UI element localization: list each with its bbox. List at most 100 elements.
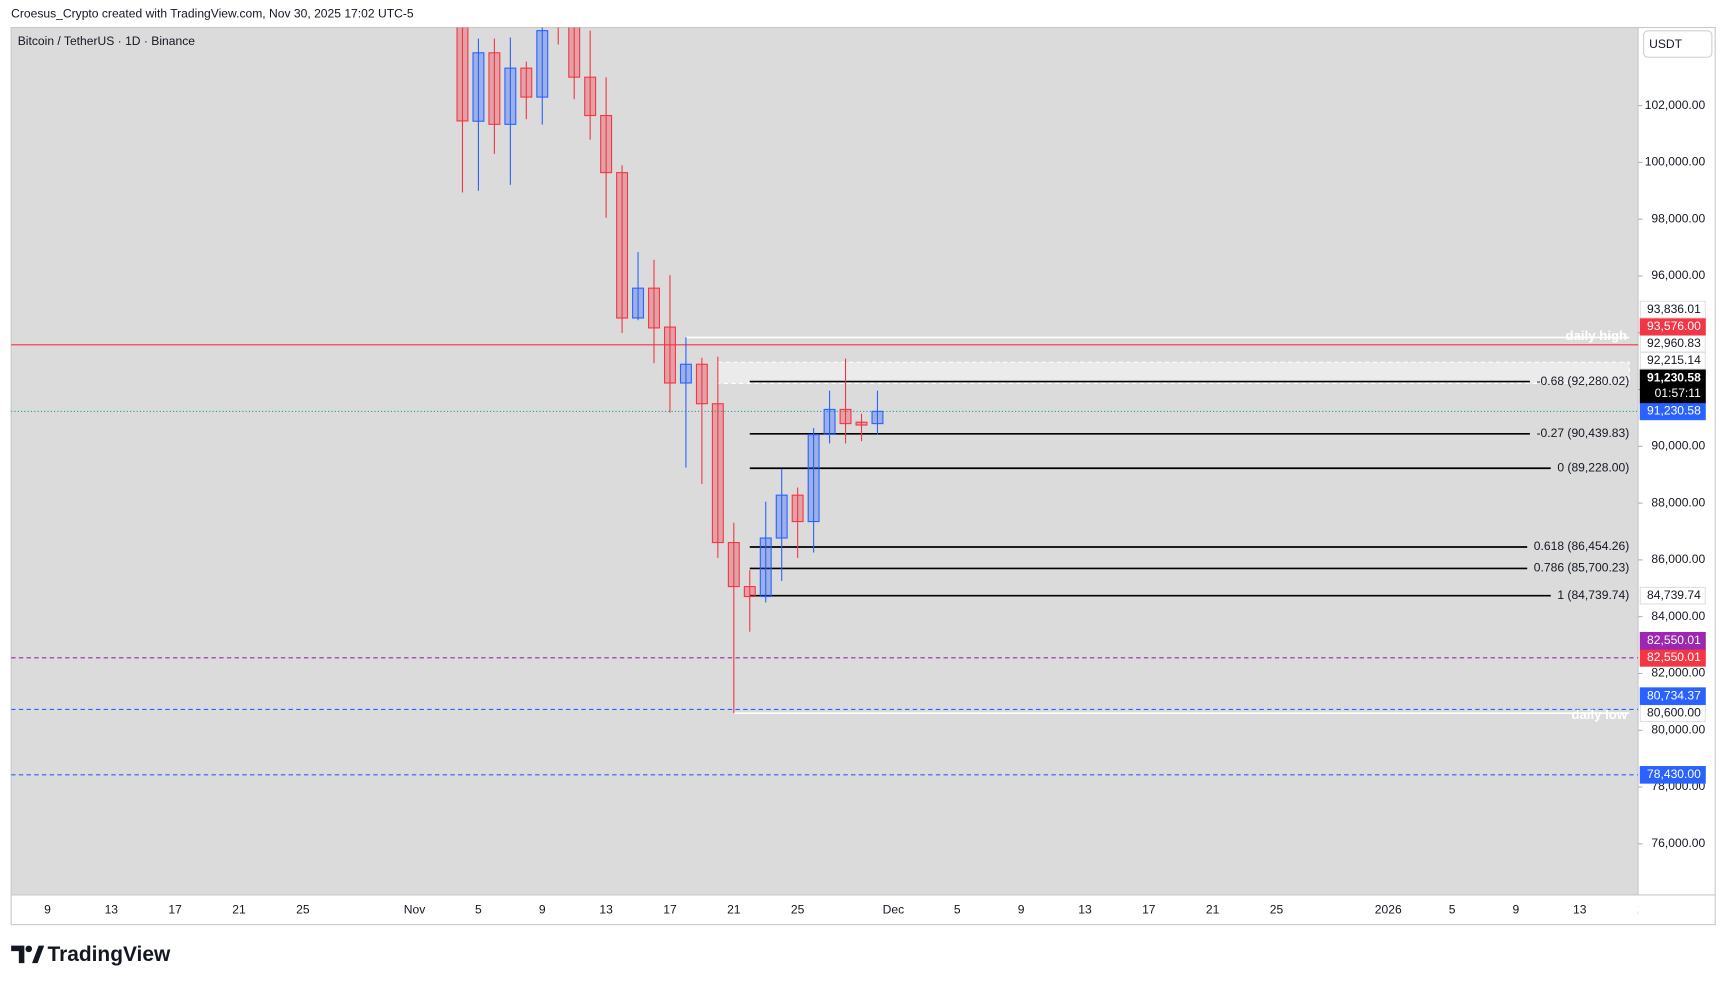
price-tag-label: 84,739.74 bbox=[1647, 588, 1701, 602]
x-tick-label: 25 bbox=[791, 903, 805, 917]
annotation-text: daily low bbox=[1571, 707, 1627, 722]
candle-body bbox=[791, 494, 804, 523]
candle-body bbox=[823, 408, 836, 435]
y-tick-label: 76,000.00 bbox=[1651, 836, 1705, 850]
price-tag bbox=[1639, 766, 1706, 784]
price-tag-label: 80,600.00 bbox=[1647, 705, 1701, 719]
fib-label: 0.618 (86,454.26) bbox=[1534, 539, 1629, 553]
price-tag-label: 93,836.01 bbox=[1647, 302, 1701, 316]
candle-body bbox=[456, 27, 469, 122]
fib-label: -0.68 (92,280.02) bbox=[1536, 374, 1629, 388]
zone bbox=[717, 361, 1630, 384]
x-tick-label: 9 bbox=[1018, 903, 1025, 917]
price-tag bbox=[1639, 300, 1706, 319]
candle-body bbox=[504, 67, 517, 125]
fib-label: 1 (84,739.74) bbox=[1557, 588, 1629, 602]
plot: daily high daily low -0.68 (92,280.02) -0.2… bbox=[11, 27, 1639, 776]
candle-body bbox=[743, 586, 756, 598]
fib-label: 0.786 (85,700.23) bbox=[1534, 561, 1629, 575]
price-tag-label: 91,230.58 bbox=[1647, 371, 1701, 385]
y-tick-label: 98,000.00 bbox=[1651, 211, 1705, 225]
candle-body bbox=[711, 403, 724, 544]
candle-body bbox=[648, 287, 660, 329]
x-tick-label: 5 bbox=[475, 903, 482, 917]
candle-body bbox=[727, 542, 740, 588]
candle-body bbox=[584, 76, 597, 117]
y-tick-label: 86,000.00 bbox=[1651, 552, 1705, 566]
candle-body bbox=[488, 52, 501, 125]
price-tag-label: 82,550.01 bbox=[1647, 650, 1701, 664]
header-credit: Croesus_Crypto created with TradingView.… bbox=[11, 7, 414, 21]
x-tick-label: 9 bbox=[539, 903, 546, 917]
x-tick-label: 17 bbox=[1142, 903, 1156, 917]
candle-body bbox=[616, 172, 629, 319]
candle-body bbox=[759, 537, 772, 598]
currency-button[interactable] bbox=[1643, 30, 1713, 58]
price-axis bbox=[1637, 26, 1716, 896]
fib-label: -0.27 (90,439.83) bbox=[1536, 426, 1629, 440]
candle-body bbox=[807, 434, 820, 523]
candle-body bbox=[839, 408, 852, 425]
logo-mark bbox=[11, 945, 25, 964]
x-tick-label: 21 bbox=[727, 903, 741, 917]
x-tick-label: 9 bbox=[44, 903, 51, 917]
x-tick-label: 9 bbox=[1513, 903, 1520, 917]
candle-body bbox=[632, 287, 645, 319]
plot-area bbox=[10, 26, 1639, 896]
currency-label: USDT bbox=[1649, 37, 1683, 51]
price-tag bbox=[1639, 586, 1706, 605]
brand-logo bbox=[11, 945, 45, 964]
time-axis bbox=[10, 894, 1716, 926]
x-tick-label: 25 bbox=[1270, 903, 1284, 917]
candle-body bbox=[775, 494, 788, 539]
y-tick-label: 80,000.00 bbox=[1651, 722, 1705, 736]
price-tag-label: 92,215.14 bbox=[1647, 353, 1701, 367]
annotation-text: daily high bbox=[1566, 328, 1628, 343]
x-tick-label: 2026 bbox=[1375, 903, 1402, 917]
x-tick-label: 13 bbox=[599, 903, 613, 917]
x-tick-label: 21 bbox=[1206, 903, 1220, 917]
fib-label: 0 (89,228.00) bbox=[1557, 460, 1629, 474]
x-tick-label: Nov bbox=[404, 903, 426, 917]
candle-body bbox=[663, 326, 676, 384]
x-tick-label: 13 bbox=[105, 903, 119, 917]
price-tag bbox=[1639, 687, 1706, 705]
logo-dot bbox=[25, 945, 33, 953]
y-tick-label: 88,000.00 bbox=[1651, 495, 1705, 509]
price-tag-label: 80,734.37 bbox=[1647, 688, 1701, 702]
candle-body bbox=[871, 410, 884, 425]
x-tick-label: 13 bbox=[1078, 903, 1092, 917]
x-tick-label: 25 bbox=[296, 903, 310, 917]
price-tag-label: 92,960.83 bbox=[1647, 336, 1701, 350]
y-tick-label: 100,000.00 bbox=[1645, 155, 1706, 169]
price-tag-label: 78,430.00 bbox=[1647, 767, 1701, 781]
candle-body bbox=[600, 114, 613, 174]
price-tag bbox=[1639, 631, 1706, 650]
x-axis: 9 13 17 21 25 Nov 5 9 13 17 21 25 Dec 5 9 13 17 21 25 2026 5… bbox=[44, 903, 1638, 917]
y-tick-label: 90,000.00 bbox=[1651, 439, 1705, 453]
y-tick-label: 82,000.00 bbox=[1651, 666, 1705, 680]
countdown: 01:57:11 bbox=[1655, 386, 1701, 400]
candle-body bbox=[679, 363, 692, 384]
brand-name: TradingView bbox=[47, 943, 171, 966]
x-tick-label: 17 bbox=[168, 903, 182, 917]
candle-body bbox=[695, 363, 708, 405]
candle-body bbox=[536, 30, 549, 98]
y-tick-label: 84,000.00 bbox=[1651, 609, 1705, 623]
price-tag-label: 91,230.58 bbox=[1647, 404, 1701, 418]
price-tag-label: 82,550.01 bbox=[1647, 633, 1701, 647]
logo-slash bbox=[32, 945, 45, 964]
candle-body bbox=[568, 27, 581, 78]
candle-body bbox=[520, 67, 533, 98]
x-tick-label: 17 bbox=[663, 903, 677, 917]
x-tick-label: 5 bbox=[954, 903, 961, 917]
y-tick-label: 102,000.00 bbox=[1645, 98, 1706, 112]
x-tick-label: 5 bbox=[1449, 903, 1456, 917]
x-tick-label: 21 bbox=[232, 903, 246, 917]
symbol-title: Bitcoin / TetherUS · 1D · Binance bbox=[18, 34, 196, 48]
x-tick-label: Dec bbox=[883, 903, 905, 917]
y-axis: 76,000.0078,000.0080,000.0082,000.0084,0… bbox=[1638, 98, 1706, 850]
candle-body bbox=[472, 52, 485, 122]
